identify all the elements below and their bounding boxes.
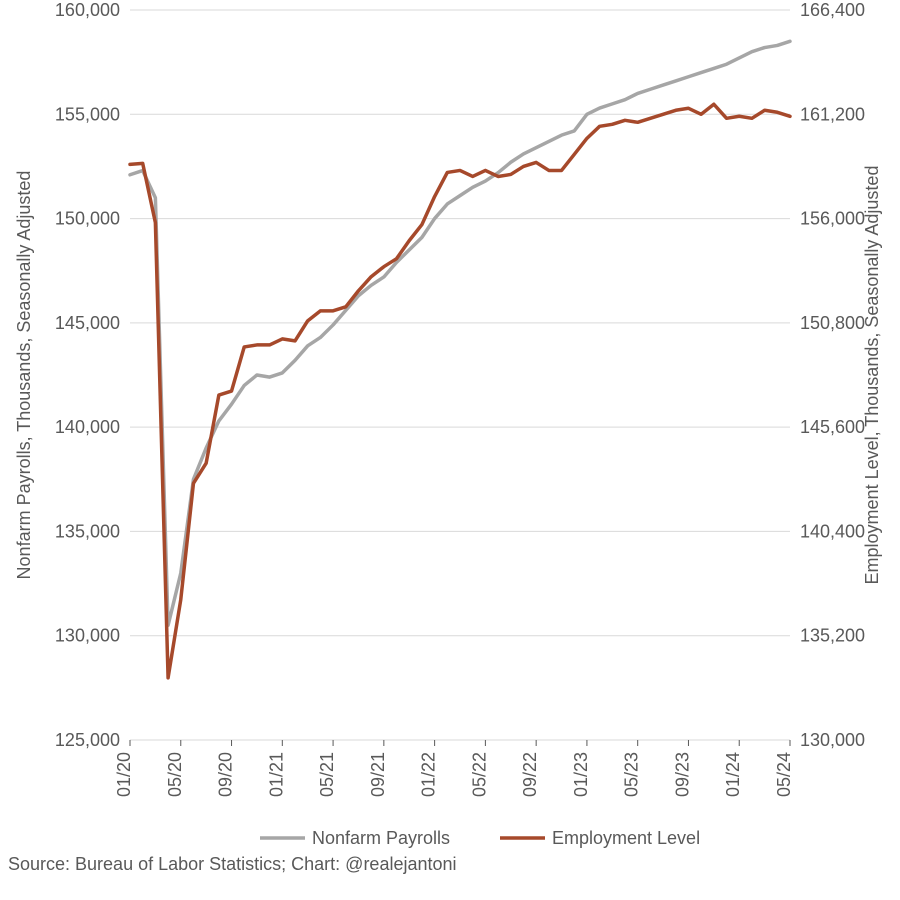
- y-left-tick-label: 145,000: [55, 313, 120, 333]
- series-nonfarm-payrolls: [130, 41, 790, 625]
- x-tick-label: 01/20: [114, 752, 134, 797]
- y-right-axis-label: Employment Level, Thousands, Seasonally …: [862, 166, 882, 585]
- y-left-tick-label: 150,000: [55, 209, 120, 229]
- x-tick-label: 09/20: [216, 752, 236, 797]
- series-employment-level: [130, 104, 790, 678]
- x-tick-label: 05/23: [622, 752, 642, 797]
- x-tick-label: 09/22: [520, 752, 540, 797]
- x-tick-label: 01/21: [266, 752, 286, 797]
- y-left-tick-label: 125,000: [55, 730, 120, 750]
- x-tick-label: 05/20: [165, 752, 185, 797]
- y-left-tick-label: 130,000: [55, 626, 120, 646]
- y-right-tick-label: 166,400: [800, 0, 865, 20]
- y-right-tick-label: 135,200: [800, 626, 865, 646]
- y-left-axis-label: Nonfarm Payrolls, Thousands, Seasonally …: [14, 171, 34, 580]
- x-tick-label: 05/24: [774, 752, 794, 797]
- legend-label-nonfarm: Nonfarm Payrolls: [312, 828, 450, 848]
- y-right-tick-label: 130,000: [800, 730, 865, 750]
- y-right-tick-label: 145,600: [800, 417, 865, 437]
- source-attribution: Source: Bureau of Labor Statistics; Char…: [8, 854, 457, 874]
- legend: Nonfarm Payrolls Employment Level: [260, 828, 700, 848]
- y-right-tick-label: 140,400: [800, 521, 865, 541]
- legend-label-employment: Employment Level: [552, 828, 700, 848]
- y-left-tick-label: 155,000: [55, 104, 120, 124]
- x-tick-label: 01/22: [419, 752, 439, 797]
- y-right-tick-label: 156,000: [800, 209, 865, 229]
- y-right-tick-label: 150,800: [800, 313, 865, 333]
- x-tick-label: 05/22: [469, 752, 489, 797]
- employment-chart: 125,000 130,000 135,000 140,000 145,000 150,0…: [0, 0, 900, 900]
- x-tick-label: 09/21: [368, 752, 388, 797]
- y-left-tick-label: 135,000: [55, 521, 120, 541]
- y-left-tick-label: 160,000: [55, 0, 120, 20]
- x-tick-label: 05/21: [317, 752, 337, 797]
- chart-svg: 125,000 130,000 135,000 140,000 145,000 150,0…: [0, 0, 900, 900]
- x-tick-label: 01/23: [571, 752, 591, 797]
- x-tick-label: 09/23: [672, 752, 692, 797]
- x-tick-label: 01/24: [723, 752, 743, 797]
- y-right-tick-label: 161,200: [800, 104, 865, 124]
- y-left-tick-label: 140,000: [55, 417, 120, 437]
